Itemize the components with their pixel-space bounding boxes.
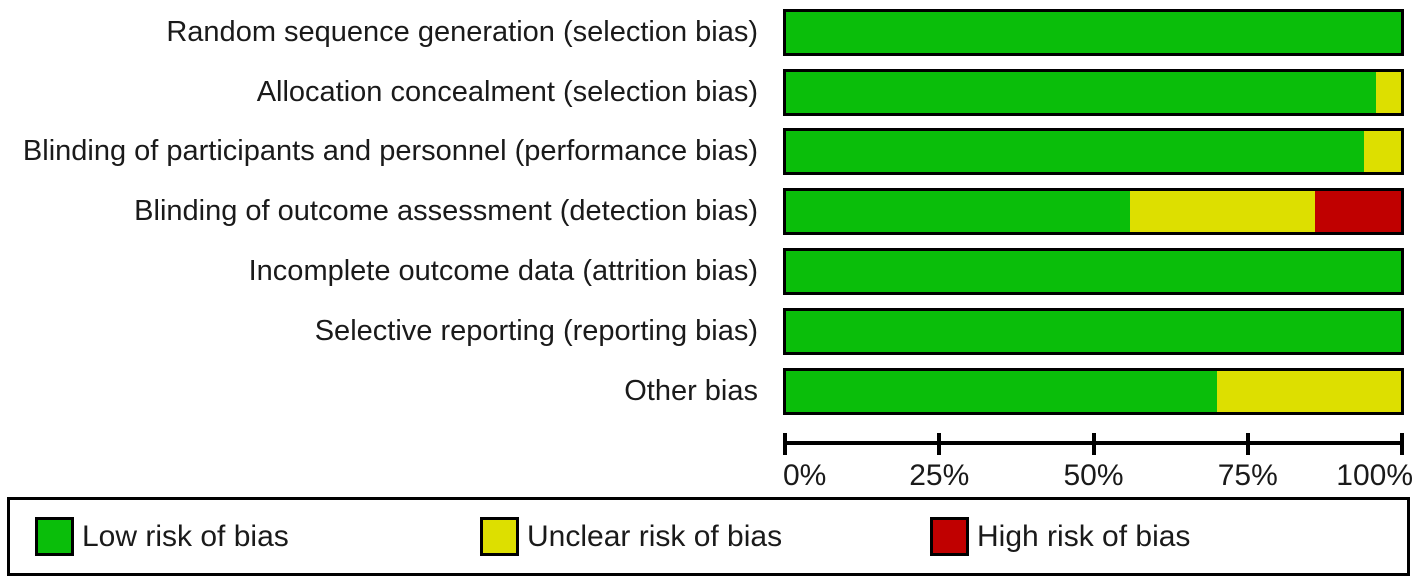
- legend-item-unclear-risk: Unclear risk of bias: [480, 500, 782, 573]
- axis-tick: [937, 433, 942, 455]
- bar-label: Incomplete outcome data (attrition bias): [248, 255, 758, 287]
- axis-tick: [783, 433, 787, 455]
- axis-tick-label: 100%: [1336, 459, 1413, 492]
- legend-item-low-risk: Low risk of bias: [35, 500, 289, 573]
- axis-tick-label: 0%: [783, 459, 827, 492]
- legend: Low risk of bias Unclear risk of bias High…: [7, 497, 1410, 576]
- bar-segment-unclear: [1216, 371, 1401, 412]
- bar: [783, 248, 1404, 295]
- bar-segment-low: [786, 131, 1365, 172]
- legend-item-high-risk: High risk of bias: [930, 500, 1190, 573]
- bar-label: Selective reporting (reporting bias): [314, 315, 758, 347]
- bar-label: Allocation concealment (selection bias): [256, 76, 758, 108]
- bar-segment-high: [1314, 191, 1401, 232]
- bar: [783, 188, 1404, 235]
- axis-tick: [1400, 433, 1404, 455]
- bar-segment-low: [786, 371, 1217, 412]
- axis-tick: [1091, 433, 1096, 455]
- legend-label: Unclear risk of bias: [527, 519, 783, 553]
- axis-tick-label: 50%: [1063, 459, 1124, 492]
- axis-tick-label: 25%: [909, 459, 970, 492]
- bar-label: Random sequence generation (selection bi…: [166, 16, 758, 48]
- bar-segment-low: [786, 191, 1131, 232]
- axis-tick: [1245, 433, 1250, 455]
- bar-label: Other bias: [624, 375, 758, 407]
- bar: [783, 368, 1404, 415]
- bar-segment-low: [786, 12, 1401, 53]
- bar-segment-unclear: [1364, 131, 1401, 172]
- bar-segment-unclear: [1130, 191, 1315, 232]
- unclear-risk-swatch: [480, 517, 519, 556]
- low-risk-swatch: [35, 517, 74, 556]
- bar-segment-low: [786, 311, 1401, 352]
- bar: [783, 308, 1404, 355]
- bar-label: Blinding of outcome assessment (detectio…: [134, 195, 758, 227]
- bar-segment-unclear: [1376, 72, 1401, 113]
- high-risk-swatch: [930, 517, 969, 556]
- legend-label: Low risk of bias: [82, 519, 289, 553]
- bar-label: Blinding of participants and personnel (…: [22, 135, 758, 167]
- bar-segment-low: [786, 72, 1377, 113]
- bar: [783, 128, 1404, 175]
- axis-tick-label: 75%: [1217, 459, 1278, 492]
- legend-label: High risk of bias: [977, 519, 1191, 553]
- bar-segment-low: [786, 251, 1401, 292]
- bar: [783, 9, 1404, 56]
- bar: [783, 69, 1404, 116]
